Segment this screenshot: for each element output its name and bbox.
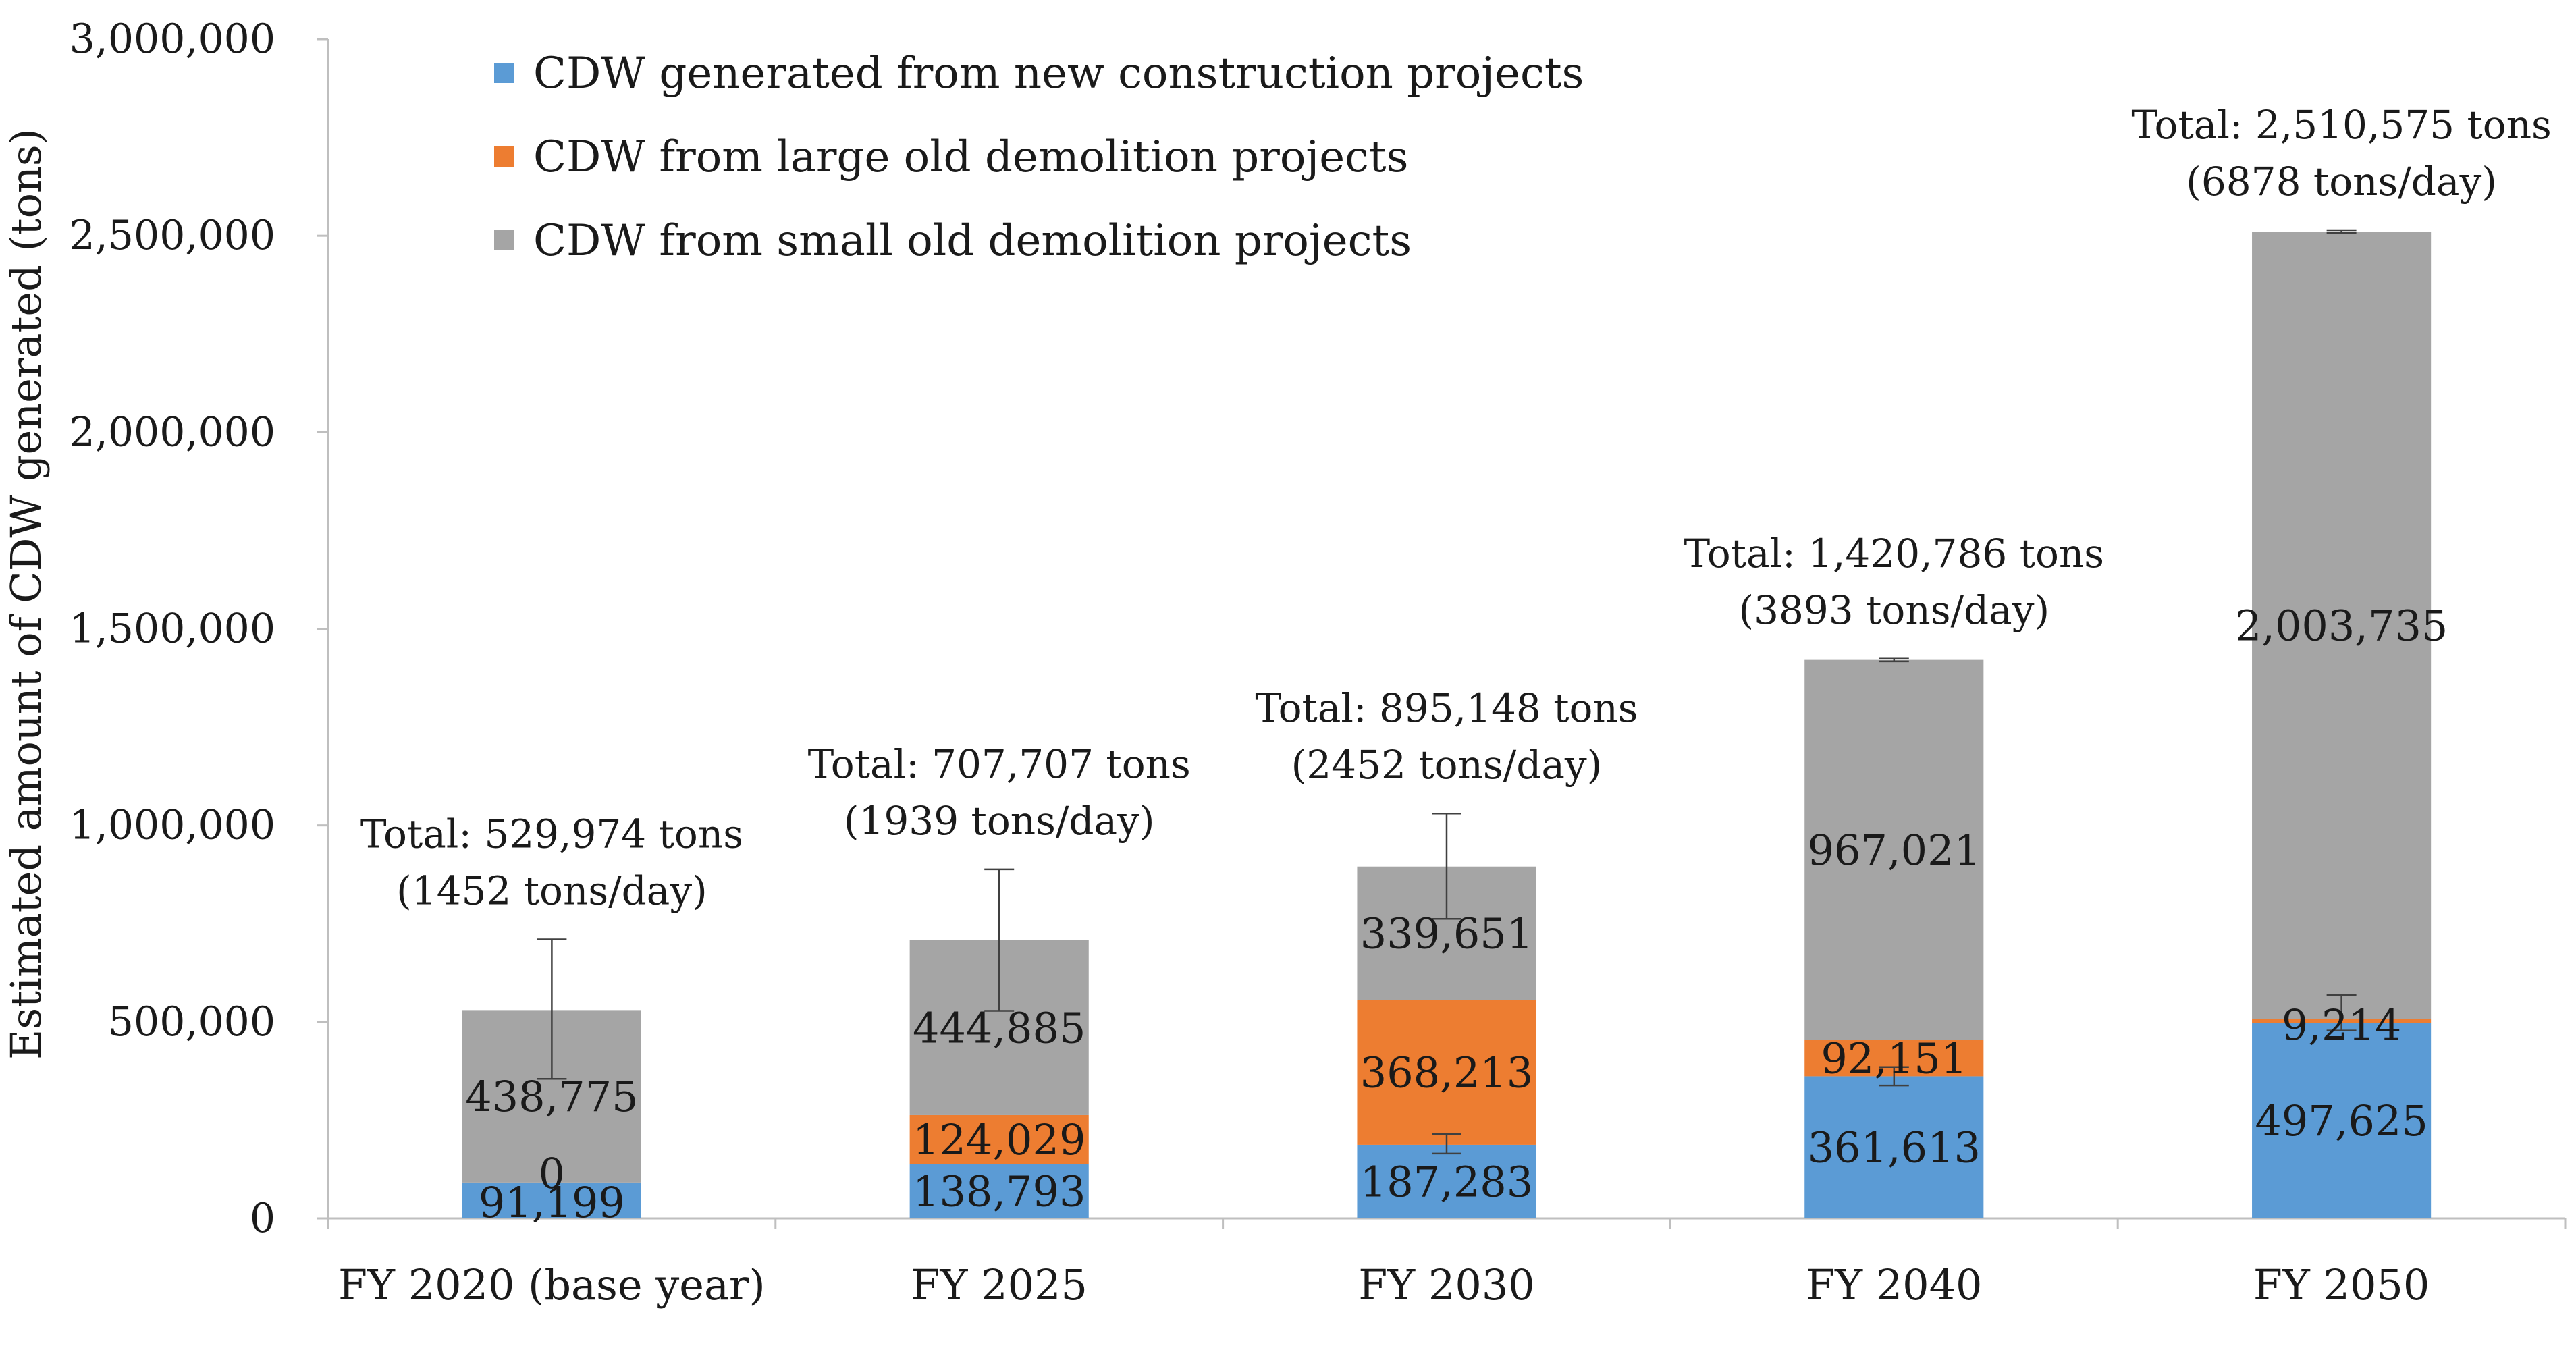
y-tick-label: 0 [250, 1195, 275, 1242]
x-tick-label: FY 2025 [911, 1260, 1087, 1310]
legend-label: CDW generated from new construction proj… [533, 49, 1584, 99]
total-per-day-label: (1452 tons/day) [396, 868, 707, 914]
bar-segment [1804, 1076, 1984, 1218]
segment-value-label: 368,213 [1360, 1048, 1533, 1098]
segment-value-label: 91,199 [479, 1178, 625, 1227]
axes: 0 500,000 1,000,000 1,500,000 2,000,000 2,500… [70, 16, 2567, 1310]
bar-segment [1357, 1000, 1536, 1145]
total-label: Total: 895,148 tons [1255, 685, 1638, 731]
segment-value-label: 967,021 [1808, 826, 1981, 875]
legend-label: CDW from small old demolition projects [533, 216, 1412, 266]
total-label: Total: 707,707 tons [808, 741, 1191, 787]
segment-value-label: 438,775 [465, 1072, 638, 1121]
bar-segment [1357, 1144, 1536, 1218]
legend-label: CDW from large old demolition projects [533, 132, 1408, 182]
segment-value-label: 497,625 [2255, 1096, 2427, 1146]
legend-swatch [494, 63, 514, 83]
bar-segment [909, 1164, 1089, 1218]
y-tick-label: 2,000,000 [70, 408, 275, 456]
total-label: Total: 1,420,786 tons [1684, 531, 2104, 576]
y-tick-label: 3,000,000 [70, 16, 275, 63]
segment-value-label: 444,885 [913, 1003, 1085, 1052]
total-per-day-label: (1939 tons/day) [844, 798, 1155, 844]
total-per-day-label: (6878 tons/day) [2186, 159, 2497, 205]
y-tick-label: 1,000,000 [70, 802, 275, 849]
segment-value-label: 187,283 [1360, 1157, 1533, 1206]
x-tick-label: FY 2050 [2253, 1260, 2430, 1310]
x-tick-label: FY 2020 (base year) [338, 1260, 766, 1310]
legend: CDW generated from new construction proj… [494, 49, 1584, 266]
y-tick-label: 2,500,000 [70, 212, 275, 259]
bar-segment [2252, 1023, 2432, 1218]
segment-value-label: 124,029 [913, 1115, 1085, 1164]
x-tick-label: FY 2040 [1806, 1260, 1982, 1310]
segment-value-label: 2,003,735 [2235, 601, 2448, 650]
y-axis-label: Estimated amount of CDW generated (tons) [1, 128, 51, 1060]
segment-value-label: 138,793 [913, 1167, 1085, 1216]
bar-segment [2252, 232, 2432, 1019]
total-per-day-label: (2452 tons/day) [1291, 742, 1603, 788]
bar-segment [1804, 659, 1984, 1040]
segment-value-label: 9,214 [2282, 1000, 2402, 1050]
segment-value-label: 0 [539, 1149, 565, 1198]
legend-swatch [494, 230, 514, 250]
total-per-day-label: (3893 tons/day) [1738, 587, 2049, 633]
y-tick-label: 500,000 [108, 998, 275, 1046]
segment-value-label: 361,613 [1808, 1123, 1981, 1173]
legend-swatch [494, 146, 514, 167]
segment-value-label: 339,651 [1360, 909, 1533, 959]
bar-segment [909, 1114, 1089, 1164]
segment-value-label: 92,151 [1821, 1034, 1967, 1083]
x-tick-label: FY 2030 [1358, 1260, 1534, 1310]
error-bars [537, 229, 2357, 1155]
bar-segment [462, 1182, 641, 1218]
total-annotations: Total: 529,974 tons (1452 tons/day) Total:… [360, 102, 2552, 914]
total-label: Total: 529,974 tons [360, 811, 743, 857]
total-label: Total: 2,510,575 tons [2131, 102, 2551, 148]
bars [462, 232, 2432, 1218]
y-tick-label: 1,500,000 [70, 605, 275, 653]
